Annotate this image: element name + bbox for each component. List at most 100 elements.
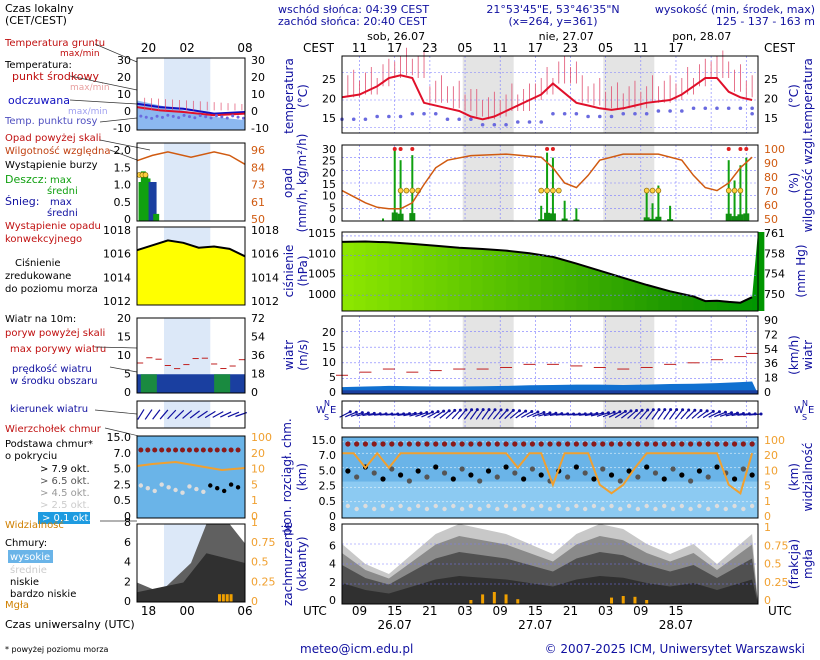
- wind-arrow: [356, 412, 369, 417]
- humidity-line: [341, 153, 753, 210]
- storm-marker: [731, 187, 738, 194]
- storm-marker: [725, 187, 732, 194]
- hour-label-top: 11: [352, 41, 367, 55]
- mini-dew-dot: [166, 113, 170, 117]
- mini-dew-dot: [177, 116, 181, 120]
- temp-tick-right: 15: [764, 112, 778, 125]
- mini-wind-tick: 5: [124, 368, 131, 381]
- email-link[interactable]: meteo@icm.edu.pl: [300, 642, 413, 656]
- mini-cloud-base: [228, 482, 234, 487]
- mmhg-tick: 750: [764, 288, 785, 301]
- mini-cloud-base: [194, 486, 199, 492]
- pressure-fill-strip: [365, 232, 378, 311]
- legend-cloud-vlow: bardzo niskie: [10, 589, 76, 600]
- wind-arrow: [463, 409, 473, 420]
- wind-arrow-head: [430, 410, 434, 414]
- dew-point-dot: [750, 106, 754, 111]
- legend-dew: Temp. punktu rosy: [4, 116, 97, 127]
- mini-wind-tick: 0: [124, 386, 131, 399]
- cloud-base-dot-thin: [697, 503, 702, 509]
- mini-storm-marker: [142, 172, 149, 178]
- cloud-base-dot: [564, 474, 571, 480]
- cloud-axis-unit: (km): [295, 463, 309, 491]
- mini-cloud-top: [152, 447, 158, 453]
- cloud-top-dot: [626, 441, 632, 447]
- dew-point-dot: [398, 114, 403, 119]
- mini-cloud-base: [215, 486, 220, 491]
- cloud-base-dot: [617, 478, 623, 484]
- cloud-base-dot-thin: [644, 503, 649, 509]
- wind-arrow: [725, 412, 738, 417]
- dew-point-dot: [527, 120, 532, 124]
- hour-label-top: 23: [563, 41, 578, 55]
- cloud-top-dot: [441, 441, 448, 447]
- mini-cloud-base: [145, 486, 150, 491]
- mini-dew-dot: [204, 115, 208, 119]
- storm-marker: [550, 187, 556, 194]
- visibility-axis-unit: (km): [787, 463, 801, 491]
- hour-label-top: 05: [598, 41, 613, 55]
- cloud-top-dot: [723, 441, 729, 447]
- wind-arrow: [645, 409, 654, 420]
- wind-arrow-head: [511, 408, 515, 412]
- cloud-top-dot: [696, 441, 703, 447]
- mini-cloud-base: [166, 485, 171, 490]
- dew-point-dot: [445, 117, 450, 122]
- precip-mean-bar: [538, 219, 545, 221]
- mini-fog-bar: [229, 594, 233, 602]
- cloud-base-dot-thin: [749, 503, 755, 509]
- temp-tick: 20: [322, 93, 336, 106]
- cloud-base-dot-thin: [714, 503, 720, 509]
- dew-point-dot: [598, 114, 602, 119]
- storm-marker: [538, 187, 545, 194]
- cloud-base-dot-thin: [380, 503, 386, 509]
- legend-cloud-top: Wierzchołek chmur: [5, 424, 102, 435]
- cloud-base-dot: [433, 464, 439, 470]
- wind-arrow: [397, 413, 410, 416]
- mini-wind-tick: 15: [117, 331, 131, 344]
- cloud-base-dot-thin: [626, 503, 632, 509]
- wind-arrow: [663, 409, 672, 420]
- mini-local-hour: 08: [237, 41, 252, 55]
- kmh-tick: 54: [764, 343, 778, 356]
- legend-soil-sub: max/min: [60, 49, 100, 59]
- legend: Czas lokalny(CET/CEST) Temperatura gruntu…: [4, 2, 191, 631]
- mini-pressure-tick-right: 1014: [251, 271, 279, 284]
- cloud-tick: 0.5: [319, 495, 337, 508]
- cloud-top-dot: [705, 441, 711, 447]
- visibility-line: [342, 451, 754, 495]
- mini-precip-tick: 1.0: [114, 179, 132, 192]
- mini-pressure-line: [136, 239, 246, 258]
- mini-cover-low: [137, 553, 245, 602]
- pressure-axis-unit: (hPa): [296, 255, 310, 286]
- mini-cloud-top: [173, 447, 179, 453]
- mini-cloud-tick: 0.5: [114, 494, 132, 507]
- cloud-top-dot: [406, 441, 412, 447]
- mini-humidity-tick: 96: [251, 144, 265, 157]
- mini-vis-tick: 0: [251, 510, 258, 523]
- wind-arrow: [421, 411, 433, 418]
- mini-wind-green: [140, 374, 157, 393]
- wind-arrow: [602, 411, 615, 418]
- mini-vis-tick: 20: [251, 447, 265, 460]
- wind-arrow: [433, 410, 444, 419]
- cloud-base-dot-thin: [670, 506, 676, 512]
- precip-mean-bar: [737, 214, 744, 221]
- wind-arrow: [685, 409, 696, 420]
- cloud-tick: 2.5: [319, 480, 337, 493]
- mini-cloud-top: [180, 447, 186, 453]
- wind-arrow: [509, 410, 520, 419]
- dew-point-dot: [410, 111, 415, 116]
- wind-arrow: [714, 411, 726, 418]
- cloud-base-dot-thin: [688, 506, 693, 512]
- wind-arrow-head: [657, 408, 661, 412]
- day-label-top: pon, 28.07: [672, 30, 731, 43]
- wind-arrow: [504, 409, 514, 420]
- mmhg-axis-unit: (mm Hg): [794, 244, 808, 297]
- wind-arrow: [621, 410, 632, 419]
- wind-arrow: [573, 413, 586, 416]
- mini-dew-dot: [225, 116, 229, 120]
- wind-arrow: [493, 409, 502, 420]
- precip-tick: 25: [322, 155, 336, 168]
- cloud-top-dot: [564, 441, 571, 447]
